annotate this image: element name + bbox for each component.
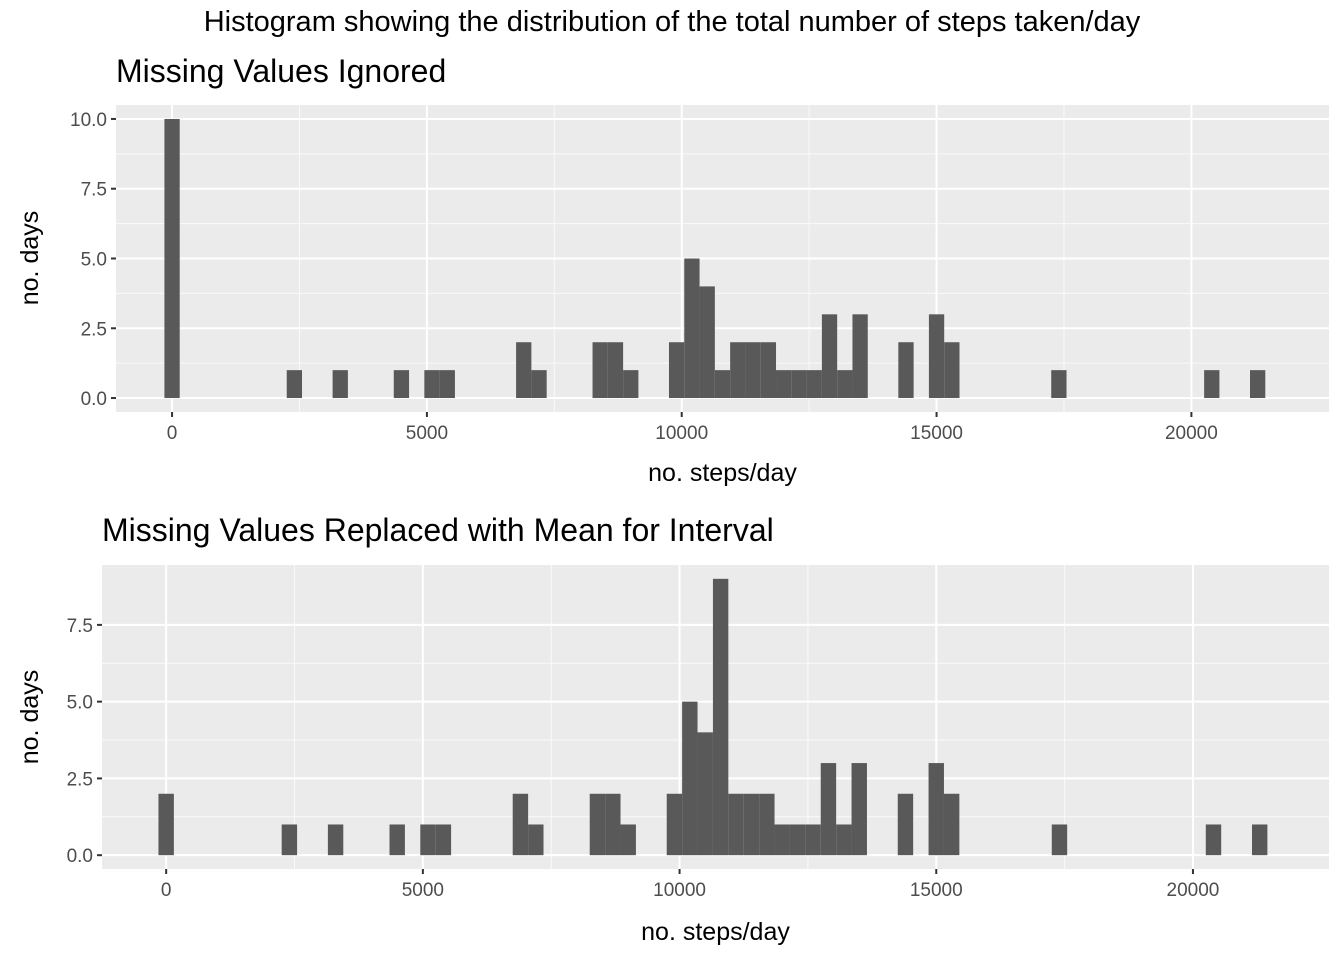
histogram-bar [512,793,529,856]
histogram-bar [332,370,348,399]
histogram-bar [516,342,532,399]
x-axis-title: no. steps/day [648,459,797,487]
histogram-bar [605,793,621,856]
histogram-bar [714,370,731,399]
histogram-bar [682,701,698,856]
histogram-panel-ignored: 0.0 2.5 5.0 7.5 10.0 0 5000 10000 15000 20000 no. … [16,105,1329,487]
histogram-bar [1204,370,1220,399]
x-tick-label: 5000 [406,423,448,444]
histogram-bar [776,370,792,399]
histogram-bar [281,824,298,856]
histogram-bar [774,824,790,856]
histogram-bar [531,370,547,399]
histogram-bar [789,824,806,856]
histogram-bar [836,824,852,856]
histogram-bar [760,342,777,399]
chart-title: Histogram showing the distribution of th… [203,6,1141,38]
y-tick-label: 0.0 [67,846,93,867]
x-tick-label: 15000 [910,880,963,901]
x-tick-label: 10000 [655,423,708,444]
histogram-bar [607,342,624,399]
histogram-bar [420,824,436,856]
histogram-bar [589,793,606,856]
x-tick-label: 0 [161,880,172,901]
histogram-bar [592,342,608,399]
histogram-bar [852,314,868,399]
histogram-bar [821,314,838,399]
y-tick-label: 5.0 [81,250,107,271]
histogram-bar [805,824,821,856]
x-tick-label: 15000 [910,423,963,444]
histogram-bar [806,370,822,399]
histogram-bar [528,824,544,856]
panel-2-subtitle: Missing Values Replaced with Mean for In… [102,512,774,548]
histogram-bar [730,342,746,399]
histogram-bar [389,824,405,856]
x-tick-label: 20000 [1167,880,1220,901]
y-tick-label: 5.0 [67,693,93,714]
histogram-bar [327,824,344,856]
histogram-bar [898,342,914,399]
histogram-bar [684,258,700,399]
histogram-bar [712,578,729,856]
histogram-bar [791,370,807,399]
histogram-bar [1051,824,1068,856]
histogram-bar [1251,824,1268,856]
histogram-bar [666,793,683,856]
histogram-bar [897,793,914,856]
histogram-bar [424,370,440,399]
histogram-bar [851,763,867,856]
histogram-bar [944,342,960,399]
y-tick-label: 2.5 [81,319,107,340]
histogram-bar [435,824,452,856]
y-tick-label: 7.5 [81,180,107,201]
y-tick-label: 0.0 [81,389,107,410]
histogram-bar [759,793,775,856]
histogram-bar [1051,370,1067,399]
histogram-bar [158,793,174,856]
y-tick-label: 7.5 [67,616,93,637]
y-axis-title: no. days [16,211,44,306]
y-tick-label: 2.5 [67,769,93,790]
y-axis-title: no. days [16,670,44,765]
histogram-bar [164,118,180,399]
x-tick-label: 10000 [653,880,706,901]
histogram-bar [820,763,837,856]
x-tick-label: 20000 [1165,423,1218,444]
x-tick-label: 5000 [402,880,444,901]
histogram-bar [745,342,761,399]
histogram-bar [943,793,960,856]
x-axis-title: no. steps/day [641,918,790,946]
histogram-bar [620,824,636,856]
histogram-bar [699,286,715,399]
panel-1-subtitle: Missing Values Ignored [116,53,447,89]
histogram-bar [1205,824,1222,856]
histogram-bar [928,314,945,399]
histogram-bar [623,370,639,399]
histogram-bar [439,370,455,399]
histogram-bar [668,342,685,399]
histogram-bar [928,763,944,856]
histogram-bar [728,793,744,856]
y-tick-label: 10.0 [70,110,107,131]
histogram-bar [697,732,713,856]
histogram-bar [743,793,760,856]
histogram-bar [286,370,303,399]
x-tick-label: 0 [167,423,178,444]
histogram-bar [837,370,853,399]
histogram-panel-imputed: 0.0 2.5 5.0 7.5 0 5000 10000 15000 20000 no. step… [16,565,1329,946]
histogram-bar [393,370,410,399]
histogram-bar [1250,370,1266,399]
